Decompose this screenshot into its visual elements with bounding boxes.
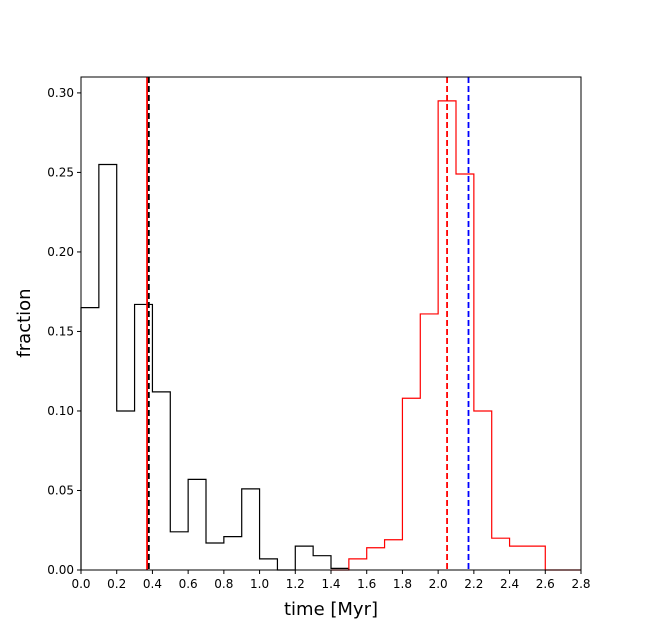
x-tick-label: 0.4 [143, 577, 162, 591]
x-tick-label: 0.2 [107, 577, 126, 591]
y-tick-label: 0.00 [47, 563, 74, 577]
y-tick-label: 0.05 [47, 483, 74, 497]
y-tick-label: 0.10 [47, 404, 74, 418]
plot-background [81, 77, 581, 570]
x-tick-label: 2.6 [536, 577, 555, 591]
x-tick-label: 1.8 [393, 577, 412, 591]
x-tick-label: 2.4 [500, 577, 519, 591]
reference-lines [146, 77, 470, 570]
x-tick-label: 2.8 [571, 577, 590, 591]
x-axis-title: time [Myr] [284, 599, 378, 620]
x-tick-label: 2.2 [464, 577, 483, 591]
x-tick-label: 1.4 [321, 577, 340, 591]
x-tick-label: 1.6 [357, 577, 376, 591]
y-tick-label: 0.20 [47, 245, 74, 259]
x-tick-label: 2.0 [429, 577, 448, 591]
x-axis-ticks: 0.0 0.2 0.4 0.6 0.8 1.0 1.2 1.4 1.6 1.8 2.0 2.2 2.4 2… [71, 570, 591, 591]
y-axis-ticks: 0.00 0.05 0.10 0.15 0.20 0.25 0.30 [47, 86, 81, 577]
x-tick-label: 0.6 [179, 577, 198, 591]
x-tick-label: 0.0 [71, 577, 90, 591]
y-tick-label: 0.25 [47, 165, 74, 179]
x-tick-label: 1.2 [286, 577, 305, 591]
y-axis-title: fraction [14, 288, 35, 357]
y-tick-label: 0.15 [47, 324, 74, 338]
histogram-series-0 [80, 163, 350, 571]
x-tick-label: 1.0 [250, 577, 269, 591]
y-tick-label: 0.30 [47, 86, 74, 100]
x-tick-label: 0.8 [214, 577, 233, 591]
